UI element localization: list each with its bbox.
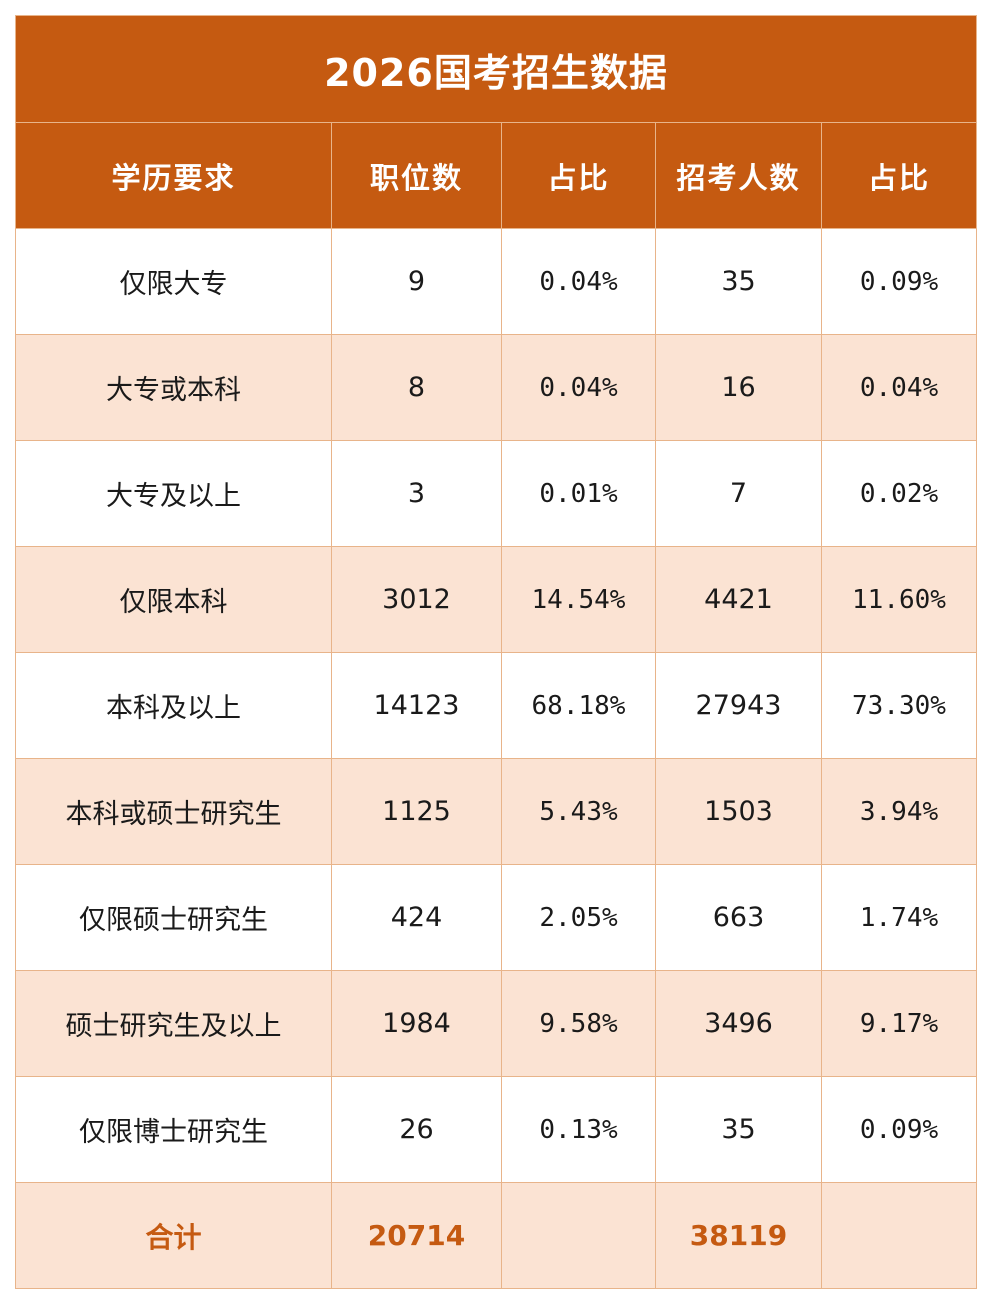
education-cell: 大专及以上: [15, 440, 332, 547]
recruits-cell: 27943: [655, 652, 822, 759]
education-cell: 硕士研究生及以上: [15, 970, 332, 1077]
positions-cell: 9: [331, 228, 502, 335]
recruits-cell: 7: [655, 440, 822, 547]
table-title: 2026国考招生数据: [15, 15, 977, 123]
table-row: 仅限博士研究生 26 0.13% 35 0.09%: [15, 1076, 977, 1183]
column-header-education: 学历要求: [15, 122, 332, 229]
column-header-positions-pct: 占比: [501, 122, 656, 229]
positions-pct-cell: 68.18%: [501, 652, 656, 759]
recruits-cell: 35: [655, 1076, 822, 1183]
positions-pct-cell: 0.01%: [501, 440, 656, 547]
data-table-container: 2026国考招生数据 学历要求 职位数 占比 招考人数 占比 仅限大专 9 0.04…: [15, 15, 977, 1289]
recruits-pct-cell: 73.30%: [821, 652, 977, 759]
positions-pct-cell: 14.54%: [501, 546, 656, 653]
column-header-positions: 职位数: [331, 122, 502, 229]
total-recruits: 38119: [655, 1182, 822, 1289]
table-row: 大专或本科 8 0.04% 16 0.04%: [15, 334, 977, 441]
positions-pct-cell: 0.13%: [501, 1076, 656, 1183]
education-cell: 仅限博士研究生: [15, 1076, 332, 1183]
column-header-recruits-pct: 占比: [821, 122, 977, 229]
data-table: 2026国考招生数据 学历要求 职位数 占比 招考人数 占比 仅限大专 9 0.04…: [15, 15, 977, 1289]
positions-cell: 26: [331, 1076, 502, 1183]
positions-cell: 1125: [331, 758, 502, 865]
recruits-cell: 16: [655, 334, 822, 441]
recruits-cell: 4421: [655, 546, 822, 653]
recruits-pct-cell: 0.09%: [821, 228, 977, 335]
positions-cell: 1984: [331, 970, 502, 1077]
positions-cell: 3012: [331, 546, 502, 653]
recruits-pct-cell: 11.60%: [821, 546, 977, 653]
table-row: 本科及以上 14123 68.18% 27943 73.30%: [15, 652, 977, 759]
positions-cell: 8: [331, 334, 502, 441]
education-cell: 本科或硕士研究生: [15, 758, 332, 865]
education-cell: 大专或本科: [15, 334, 332, 441]
education-cell: 仅限本科: [15, 546, 332, 653]
total-positions-pct: [501, 1182, 656, 1289]
recruits-cell: 663: [655, 864, 822, 971]
positions-cell: 3: [331, 440, 502, 547]
education-cell: 仅限硕士研究生: [15, 864, 332, 971]
total-label: 合计: [15, 1182, 332, 1289]
table-row: 硕士研究生及以上 1984 9.58% 3496 9.17%: [15, 970, 977, 1077]
total-recruits-pct: [821, 1182, 977, 1289]
positions-pct-cell: 2.05%: [501, 864, 656, 971]
positions-pct-cell: 0.04%: [501, 334, 656, 441]
recruits-pct-cell: 0.02%: [821, 440, 977, 547]
recruits-pct-cell: 0.09%: [821, 1076, 977, 1183]
positions-pct-cell: 5.43%: [501, 758, 656, 865]
table-row: 仅限大专 9 0.04% 35 0.09%: [15, 228, 977, 335]
recruits-cell: 35: [655, 228, 822, 335]
total-row: 合计 20714 38119: [15, 1182, 977, 1289]
positions-cell: 424: [331, 864, 502, 971]
recruits-cell: 1503: [655, 758, 822, 865]
education-cell: 本科及以上: [15, 652, 332, 759]
recruits-pct-cell: 0.04%: [821, 334, 977, 441]
positions-pct-cell: 0.04%: [501, 228, 656, 335]
table-row: 本科或硕士研究生 1125 5.43% 1503 3.94%: [15, 758, 977, 865]
table-body: 仅限大专 9 0.04% 35 0.09% 大专或本科 8 0.04% 16 0.04% 大专及以上…: [15, 228, 977, 1289]
table-row: 大专及以上 3 0.01% 7 0.02%: [15, 440, 977, 547]
recruits-pct-cell: 3.94%: [821, 758, 977, 865]
education-cell: 仅限大专: [15, 228, 332, 335]
positions-cell: 14123: [331, 652, 502, 759]
table-row: 仅限本科 3012 14.54% 4421 11.60%: [15, 546, 977, 653]
table-row: 仅限硕士研究生 424 2.05% 663 1.74%: [15, 864, 977, 971]
column-header-recruits: 招考人数: [655, 122, 822, 229]
recruits-pct-cell: 1.74%: [821, 864, 977, 971]
total-positions: 20714: [331, 1182, 502, 1289]
positions-pct-cell: 9.58%: [501, 970, 656, 1077]
recruits-pct-cell: 9.17%: [821, 970, 977, 1077]
recruits-cell: 3496: [655, 970, 822, 1077]
